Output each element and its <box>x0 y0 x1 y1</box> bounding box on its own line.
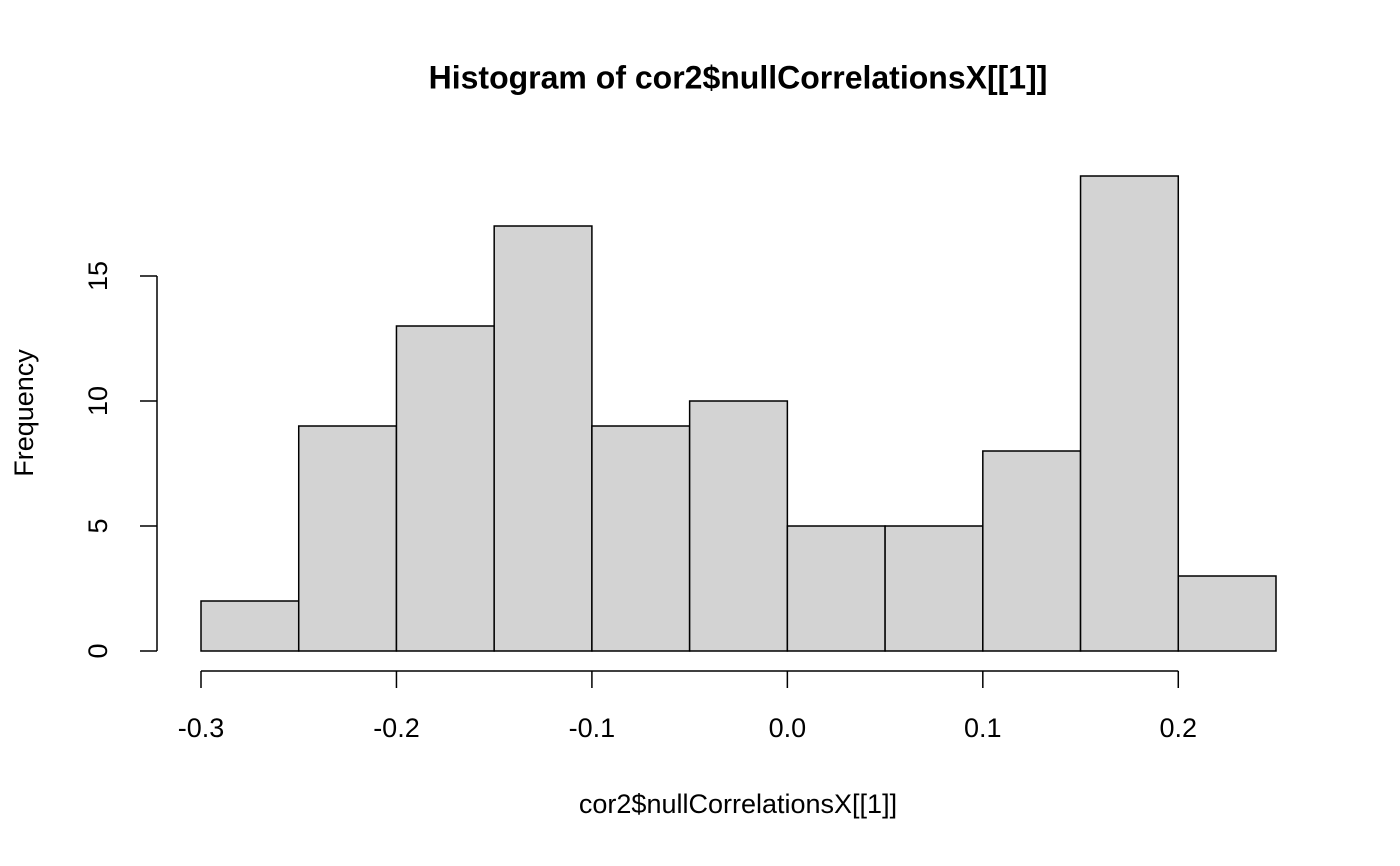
bar <box>395 325 495 652</box>
x-axis-label: cor2$nullCorrelationsX[[1]] <box>579 789 897 819</box>
bar <box>591 425 691 652</box>
bar <box>982 450 1082 652</box>
y-tick-label: 15 <box>83 261 113 291</box>
x-tick-label: -0.2 <box>373 713 420 743</box>
x-tick-label: 0.2 <box>1159 713 1197 743</box>
bar <box>1177 575 1277 652</box>
chart-title: Histogram of cor2$nullCorrelationsX[[1]] <box>429 59 1048 95</box>
bar <box>786 525 886 652</box>
x-tick-label: -0.1 <box>569 713 616 743</box>
bar <box>493 225 593 652</box>
bar <box>200 600 300 652</box>
y-tick-label: 5 <box>83 518 113 533</box>
bar <box>297 425 398 652</box>
y-tick-label: 0 <box>83 643 113 658</box>
x-tick-label: -0.3 <box>178 713 225 743</box>
x-tick-label: 0.0 <box>769 713 807 743</box>
x-tick-label: 0.1 <box>964 713 1002 743</box>
y-axis-label: Frequency <box>9 349 39 477</box>
y-tick-label: 10 <box>83 386 113 416</box>
bar <box>1079 175 1180 652</box>
bar <box>688 400 789 652</box>
bar <box>884 525 984 652</box>
